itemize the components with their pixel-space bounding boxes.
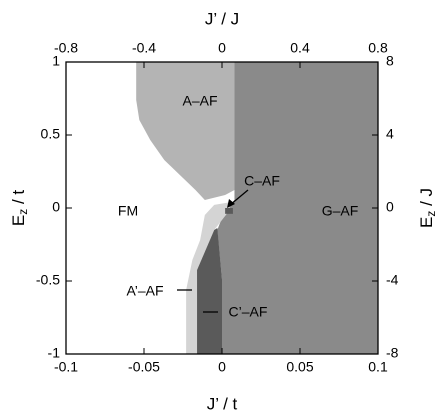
- x-axis-label: J’ / t: [207, 394, 238, 413]
- x2-tick-label: 0.8: [368, 40, 388, 56]
- y2-axis-label-main: E: [417, 217, 436, 228]
- y2-axis-label: Ez / J: [417, 188, 438, 228]
- x-tick-label: 0.05: [286, 359, 313, 375]
- x2-tick-label: 0.4: [290, 40, 310, 56]
- y2-tick-label: -4: [386, 272, 399, 288]
- y2-axis-label-rest: / J: [417, 188, 436, 211]
- x-tick-label: 0: [218, 359, 226, 375]
- x2-tick-label: -0.8: [54, 40, 78, 56]
- y-tick-label: 1: [52, 53, 60, 69]
- x-tick-label: -0.1: [54, 359, 78, 375]
- phase-region: [66, 62, 205, 354]
- region-label: A’–AF: [126, 283, 163, 299]
- foreground: J’ / t J’ / J Ez / t Ez / J FM G–AF A–AF A’…: [9, 9, 438, 413]
- x2-tick-label: 0: [218, 40, 226, 56]
- phase-region: [225, 208, 233, 214]
- y2-tick-label: 0: [386, 199, 394, 215]
- y-tick-label: -1: [48, 345, 61, 361]
- y-tick-label: -0.5: [36, 272, 60, 288]
- x2-axis-label: J’ / J: [205, 9, 239, 28]
- x2-tick-label: -0.4: [132, 40, 156, 56]
- region-label: C–AF: [244, 173, 280, 189]
- x-tick-label: -0.05: [128, 359, 160, 375]
- y-axis-label: Ez / t: [9, 190, 30, 227]
- y2-axis-label-sub: z: [424, 211, 438, 217]
- regions: [66, 62, 378, 354]
- region-label: A–AF: [182, 93, 217, 109]
- y-tick-label: 0: [52, 199, 60, 215]
- phase-region: [186, 202, 232, 354]
- arrow-head: [227, 199, 235, 208]
- region-label: C’–AF: [229, 304, 268, 320]
- region-label: FM: [118, 203, 138, 219]
- y2-tick-label: 8: [386, 53, 394, 69]
- y-axis-label-sub: z: [16, 209, 30, 215]
- y2-tick-label: 4: [386, 126, 394, 142]
- y-axis-label-rest: / t: [9, 190, 28, 209]
- phase-region: [136, 62, 235, 200]
- phase-region: [197, 228, 222, 354]
- region-label: G–AF: [322, 203, 359, 219]
- y2-tick-label: -8: [386, 345, 399, 361]
- phase-region: [217, 62, 378, 354]
- x-tick-label: 0.1: [368, 359, 388, 375]
- y-axis-label-main: E: [9, 215, 28, 226]
- y-tick-label: 0.5: [41, 126, 61, 142]
